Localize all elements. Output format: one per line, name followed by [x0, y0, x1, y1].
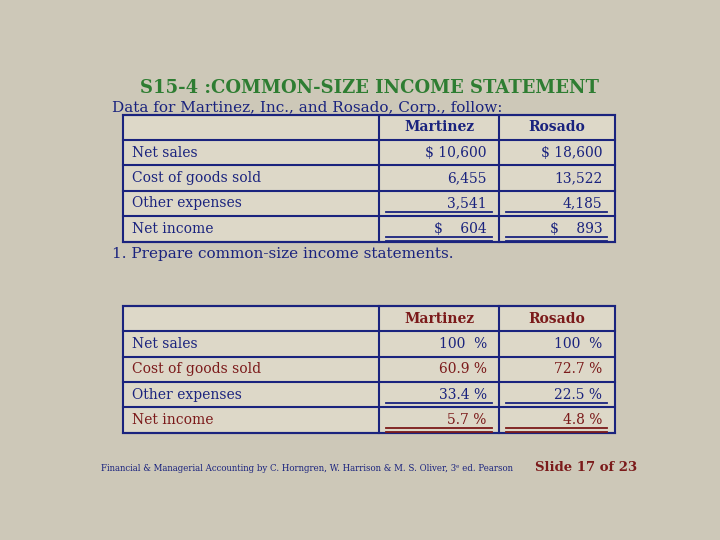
- Text: Net income: Net income: [132, 222, 214, 236]
- Text: Cost of goods sold: Cost of goods sold: [132, 362, 261, 376]
- Text: 5.7 %: 5.7 %: [447, 413, 487, 427]
- Text: 100  %: 100 %: [554, 337, 602, 351]
- Text: 1. Prepare common-size income statements.: 1. Prepare common-size income statements…: [112, 247, 454, 261]
- Text: 4.8 %: 4.8 %: [563, 413, 602, 427]
- Text: Martinez: Martinez: [404, 312, 474, 326]
- Text: $ 18,600: $ 18,600: [541, 146, 602, 160]
- Text: Net sales: Net sales: [132, 146, 198, 160]
- Text: 3,541: 3,541: [447, 197, 487, 211]
- Text: Cost of goods sold: Cost of goods sold: [132, 171, 261, 185]
- Text: Other expenses: Other expenses: [132, 197, 242, 211]
- Text: Rosado: Rosado: [528, 120, 585, 134]
- Text: $    604: $ 604: [434, 222, 487, 236]
- FancyBboxPatch shape: [124, 306, 615, 433]
- Text: Slide 17 of 23: Slide 17 of 23: [535, 461, 637, 474]
- Text: Net income: Net income: [132, 413, 214, 427]
- Text: 13,522: 13,522: [554, 171, 602, 185]
- Text: Net sales: Net sales: [132, 337, 198, 351]
- Text: 72.7 %: 72.7 %: [554, 362, 602, 376]
- Text: 4,185: 4,185: [562, 197, 602, 211]
- Text: Data for Martinez, Inc., and Rosado, Corp., follow:: Data for Martinez, Inc., and Rosado, Cor…: [112, 102, 503, 116]
- Text: 60.9 %: 60.9 %: [439, 362, 487, 376]
- Text: Financial & Managerial Accounting by C. Horngren, W. Harrison & M. S. Oliver, 3ᵉ: Financial & Managerial Accounting by C. …: [101, 464, 513, 473]
- Text: S15-4 :COMMON-SIZE INCOME STATEMENT: S15-4 :COMMON-SIZE INCOME STATEMENT: [140, 79, 598, 97]
- Text: $    893: $ 893: [549, 222, 602, 236]
- Text: Rosado: Rosado: [528, 312, 585, 326]
- Text: 33.4 %: 33.4 %: [438, 388, 487, 402]
- FancyBboxPatch shape: [124, 114, 615, 241]
- Text: 100  %: 100 %: [438, 337, 487, 351]
- Text: Other expenses: Other expenses: [132, 388, 242, 402]
- Text: 22.5 %: 22.5 %: [554, 388, 602, 402]
- Text: Martinez: Martinez: [404, 120, 474, 134]
- Text: $ 10,600: $ 10,600: [426, 146, 487, 160]
- Text: 6,455: 6,455: [447, 171, 487, 185]
